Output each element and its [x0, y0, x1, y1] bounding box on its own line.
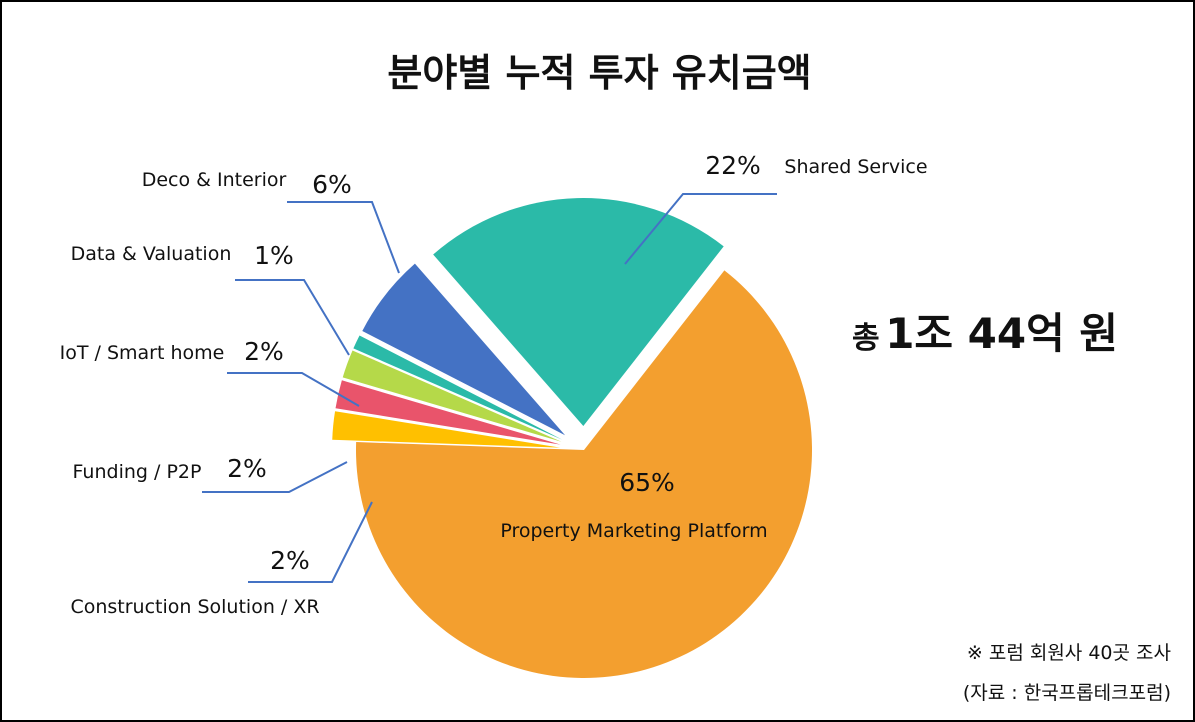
leader-line-construction-solution-xr: [248, 501, 373, 583]
category-label-funding-p2p: Funding / P2P: [73, 461, 202, 483]
data-label-data-valuation: 1%: [254, 241, 294, 270]
pie-slice-construction-solution-xr: [332, 411, 561, 448]
leader-line-iot-smart-home: [227, 372, 360, 407]
data-label-construction-solution-xr: 2%: [270, 546, 310, 575]
footnote-source: (자료 : 한국프롭테크포럼): [962, 682, 1171, 704]
pie-slice-deco-interior: [362, 263, 566, 436]
pie-slice-iot-smart-home: [342, 350, 562, 442]
category-label-shared-service: Shared Service: [784, 156, 927, 178]
category-label-construction-solution-xr: Construction Solution / XR: [70, 596, 319, 618]
total-prefix: 총: [852, 321, 880, 356]
total-amount: 총 1조 44억 원: [852, 300, 1118, 361]
data-label-property-marketing-platform: 65%: [619, 468, 675, 497]
leader-line-shared-service: [624, 193, 777, 265]
category-label-property-marketing-platform: Property Marketing Platform: [500, 520, 767, 542]
pie-slice-data-valuation: [353, 335, 563, 440]
category-label-iot-smart-home: IoT / Smart home: [60, 342, 225, 364]
category-label-deco-interior: Deco & Interior: [142, 169, 287, 191]
pie-slice-shared-service: [433, 198, 724, 427]
total-value: 1조 44억 원: [885, 309, 1119, 358]
data-label-deco-interior: 6%: [312, 170, 352, 199]
category-label-data-valuation: Data & Valuation: [71, 243, 232, 265]
pie-slice-property-marketing-platform: [356, 270, 812, 678]
leader-line-funding-p2p: [202, 461, 348, 493]
pie-slice-funding-p2p: [335, 380, 561, 445]
data-label-iot-smart-home: 2%: [244, 337, 284, 366]
leader-line-deco-interior: [287, 201, 400, 274]
data-label-funding-p2p: 2%: [227, 454, 267, 483]
footnote-survey: ※ 포럼 회원사 40곳 조사: [966, 642, 1171, 664]
data-label-shared-service: 22%: [705, 151, 761, 180]
leader-line-data-valuation: [235, 279, 350, 356]
chart-title: 분야별 누적 투자 유치금액: [387, 51, 812, 95]
